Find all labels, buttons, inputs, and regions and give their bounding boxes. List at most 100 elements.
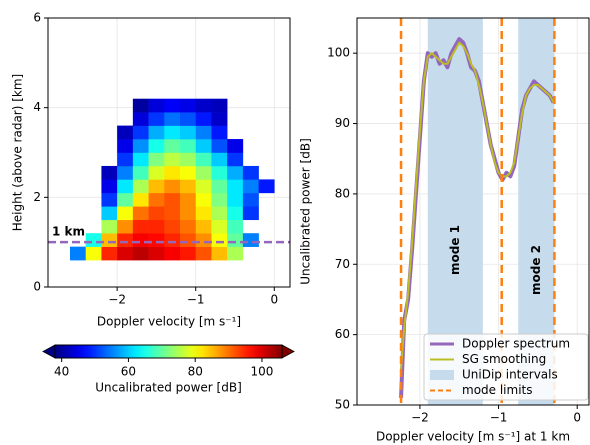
heatmap-cell [180,192,197,207]
y-tick-label: 100 [327,46,350,60]
heatmap-cell [132,125,149,140]
heatmap-cell [85,233,102,247]
heatmap-cell [148,179,165,194]
heatmap-cell [101,192,118,207]
heatmap-cell [180,165,197,180]
x-axis-label: Doppler velocity [m s⁻¹] [97,315,241,329]
heatmap-cell [227,192,244,207]
y-axis-label: Uncalibrated power [dB] [299,138,313,285]
heatmap-cell [148,219,165,234]
colorbar-frame [54,344,283,359]
heatmap-cell [180,152,197,167]
y-tick-label: 4 [33,100,41,114]
heatmap-cell [195,98,212,113]
heatmap-cell [211,152,228,167]
heatmap-cell [195,152,212,167]
heatmap-cell [132,233,149,247]
heatmap-cell [117,152,134,167]
heatmap-cell [117,125,134,140]
series-line [400,41,555,370]
heatmap-cell [164,152,181,167]
heatmap-cell [164,165,181,180]
heatmap-cell [132,219,149,234]
heatmap-cell [227,206,244,221]
legend-label: mode limits [462,383,533,397]
heatmap-cell [132,98,149,113]
legend-symbol [430,370,454,380]
heatmap-cell [211,206,228,221]
heatmap-cell [132,165,149,180]
heatmap-cell [164,192,181,207]
heatmap-cell [117,192,134,207]
heatmap-cell [180,125,197,140]
axes-frame [356,17,590,406]
heatmap-cell [148,233,165,247]
heatmap-cell [180,112,197,126]
heatmap-cell [148,139,165,153]
heatmap-cell [195,206,212,221]
heatmap-cell [227,152,244,167]
heatmap-cell [211,165,228,180]
heatmap-cell [117,219,134,234]
heatmap-cell [148,125,165,140]
colorbar-extend [42,344,56,359]
legend-label: UniDip intervals [462,368,558,382]
heatmap-cell [164,179,181,194]
heatmap-cell [211,219,228,234]
heatmap-cell [117,165,134,180]
heatmap-cell [164,139,181,153]
colorbar-tick-label: 100 [251,365,274,379]
y-tick-label: 0 [33,280,41,294]
heatmap-cell [148,165,165,180]
heatmap-cell [195,139,212,153]
y-axis-label: Height (above radar) [km] [11,74,25,231]
heatmap-cell [164,219,181,234]
axes-frame [47,17,291,288]
heatmap-cell [227,139,244,153]
heatmap-cell [148,192,165,207]
heatmap-cell [132,152,149,167]
heatmap-cell [227,246,244,261]
heatmap-cell [132,246,149,261]
heatmap-cell [101,179,118,194]
heatmap-cell [132,179,149,194]
heatmap-cell [227,219,244,234]
mode-label: mode 1 [448,225,462,275]
heatmap-cell [132,206,149,221]
y-tick-label: 6 [33,11,41,25]
heatmap-cell [132,192,149,207]
y-tick-label: 70 [335,257,350,271]
heatmap-cell [180,179,197,194]
heatmap-cell [211,98,228,113]
heatmap-cell [195,233,212,247]
heatmap-cell [180,139,197,153]
x-tick-label: 0 [270,293,278,307]
heatmap-cell [148,246,165,261]
legend-label: Doppler spectrum [462,337,570,351]
heatmap-cell [242,179,259,194]
heatmap-cell [85,246,102,261]
heatmap-cell [211,246,228,261]
heatmap-cell [132,139,149,153]
heatmap-cell [195,125,212,140]
legend-box [423,333,589,401]
heatmap-cell [164,112,181,126]
y-tick-label: 60 [335,327,350,341]
legend-label: SG smoothing [462,352,546,366]
heatmap-cell [117,139,134,153]
heatmap-cell [148,152,165,167]
heatmap-cell [195,246,212,261]
heatmap-cell [101,206,118,221]
heatmap-cell [117,233,134,247]
heatmap-cell [164,206,181,221]
heatmap-cell [211,112,228,126]
colorbar-tick-label: 80 [188,365,203,379]
heatmap-cell [101,246,118,261]
heatmap-cell [180,206,197,221]
heatmap-cell [101,165,118,180]
x-tick-label: −2 [411,411,429,425]
heatmap-cell [211,192,228,207]
heatmap-cell [148,112,165,126]
heatmap-cell [132,112,149,126]
heatmap-cell [227,165,244,180]
